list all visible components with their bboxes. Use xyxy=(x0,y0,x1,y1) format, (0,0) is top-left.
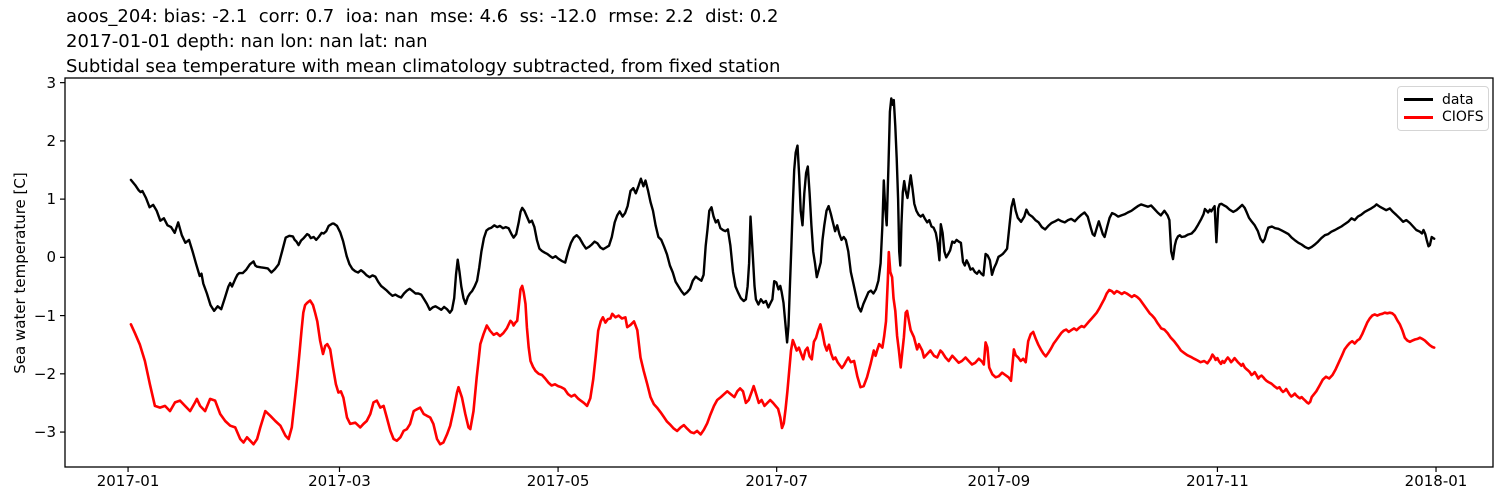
legend-item-data: data xyxy=(1404,91,1482,108)
legend: data CIOFS xyxy=(1397,86,1489,131)
x-tick-label: 2017-01 xyxy=(96,472,160,490)
plot-frame xyxy=(64,77,1494,468)
y-tick-label: −3 xyxy=(33,423,56,442)
legend-label: CIOFS xyxy=(1442,109,1484,126)
legend-label: data xyxy=(1442,91,1474,108)
ciofs-line-swatch xyxy=(1404,115,1433,119)
title-block: aoos_204: bias: -2.1 corr: 0.7 ioa: nan … xyxy=(66,4,780,79)
x-tick-label: 2017-05 xyxy=(526,472,590,490)
stats-title-line: aoos_204: bias: -2.1 corr: 0.7 ioa: nan … xyxy=(66,6,779,27)
y-tick-label: 1 xyxy=(46,190,56,209)
x-tick-label: 2017-03 xyxy=(308,472,371,490)
data-line-swatch xyxy=(1404,98,1433,102)
y-tick-label: −2 xyxy=(33,364,56,383)
chart-title: Subtidal sea temperature with mean clima… xyxy=(66,56,781,77)
ciofs-series-line xyxy=(129,250,1436,446)
x-tick-label: 2017-09 xyxy=(967,472,1031,490)
y-tick-label: −1 xyxy=(33,306,56,325)
y-tick-label: 2 xyxy=(46,131,56,150)
x-tick-label: 2017-11 xyxy=(1186,472,1249,490)
y-tick-label: 3 xyxy=(46,73,56,92)
date-title-line: 2017-01-01 depth: nan lon: nan lat: nan xyxy=(66,31,428,52)
legend-item-ciofs: CIOFS xyxy=(1404,109,1484,126)
y-tick-label: 0 xyxy=(46,248,56,267)
x-tick-label: 2017-07 xyxy=(745,472,808,490)
x-tick-label: 2018-01 xyxy=(1404,472,1468,490)
data-series-line xyxy=(129,97,1436,344)
